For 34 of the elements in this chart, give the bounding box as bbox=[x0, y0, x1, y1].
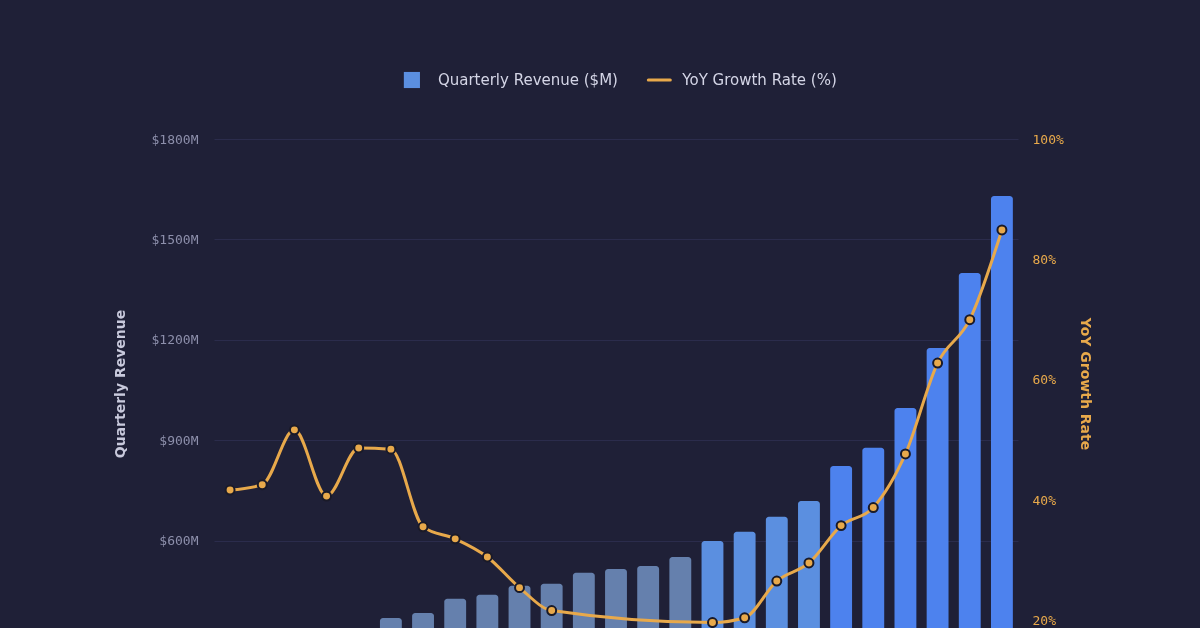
point bbox=[835, 520, 847, 532]
point bbox=[224, 484, 236, 496]
point bbox=[256, 479, 268, 491]
point bbox=[739, 612, 751, 624]
point bbox=[417, 521, 429, 533]
y2-tick-label: 80% bbox=[1032, 251, 1057, 267]
y-tick-label: $1200M bbox=[151, 332, 199, 348]
point bbox=[481, 551, 493, 563]
legend-label: YoY Growth Rate (%) bbox=[681, 71, 837, 89]
point bbox=[867, 502, 879, 514]
y-tick-label: $600M bbox=[159, 533, 199, 549]
legend-label: Quarterly Revenue ($M) bbox=[437, 71, 618, 89]
y-tick-label: $900M bbox=[159, 432, 199, 448]
point bbox=[514, 582, 525, 594]
point bbox=[899, 448, 911, 460]
y-axis-title: Quarterly Revenue bbox=[111, 309, 128, 459]
point bbox=[353, 442, 365, 454]
y2-tick-label: 20% bbox=[1032, 613, 1057, 628]
point bbox=[321, 490, 333, 502]
point bbox=[964, 314, 976, 326]
y2-axis-title: YoY Growth Rate bbox=[1077, 316, 1094, 451]
y-tick-label: $1800M bbox=[151, 131, 199, 147]
y-tick-label: $1500M bbox=[151, 231, 199, 247]
point bbox=[803, 557, 815, 569]
y2-tick-label: 100% bbox=[1032, 131, 1064, 147]
point bbox=[707, 617, 718, 628]
point bbox=[932, 357, 944, 369]
y2-tick-label: 40% bbox=[1032, 492, 1057, 508]
point bbox=[385, 443, 397, 455]
point bbox=[449, 533, 461, 545]
point bbox=[288, 424, 300, 436]
y2-tick-label: 60% bbox=[1032, 372, 1057, 388]
point bbox=[996, 224, 1008, 236]
point bbox=[771, 575, 783, 587]
